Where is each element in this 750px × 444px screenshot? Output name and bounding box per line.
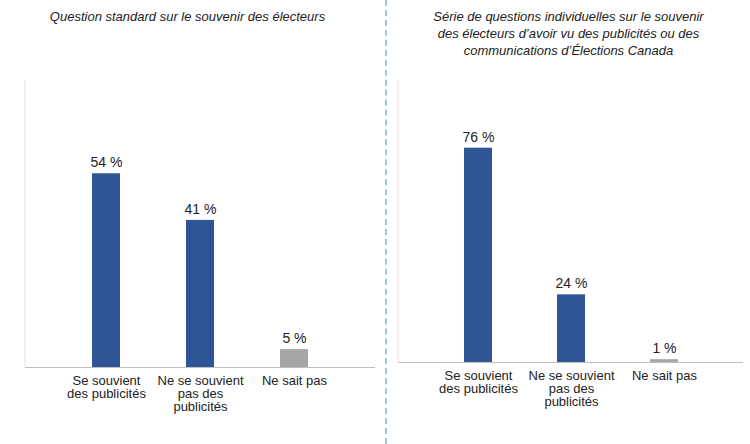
html-text:Question standard sur le souve: Question standard sur le souvenir des él… (49, 9, 326, 24)
svg-text:Ne se souvientpas despublicité: Ne se souvientpas despublicités (529, 368, 615, 409)
svg-text:Se souvientdes publicités: Se souvientdes publicités (439, 368, 518, 396)
svg-text:1 %: 1 % (652, 340, 676, 356)
svg-text:Ne se souvientpas despublicité: Ne se souvientpas despublicités (158, 373, 244, 414)
html-text:Série de questions individuell: Série de questions individuelles sur le … (433, 9, 704, 58)
svg-text:5 %: 5 % (282, 330, 306, 346)
svg-text:Ne sait pas: Ne sait pas (262, 373, 328, 388)
svg-text:Se souvientdes publicités: Se souvientdes publicités (67, 373, 146, 401)
svg-text:76 %: 76 % (463, 129, 495, 145)
svg-text:Ne sait pas: Ne sait pas (632, 368, 698, 383)
svg-text:54 %: 54 % (91, 154, 123, 170)
svg-text:24 %: 24 % (556, 275, 588, 291)
svg-text:41 %: 41 % (185, 201, 217, 217)
